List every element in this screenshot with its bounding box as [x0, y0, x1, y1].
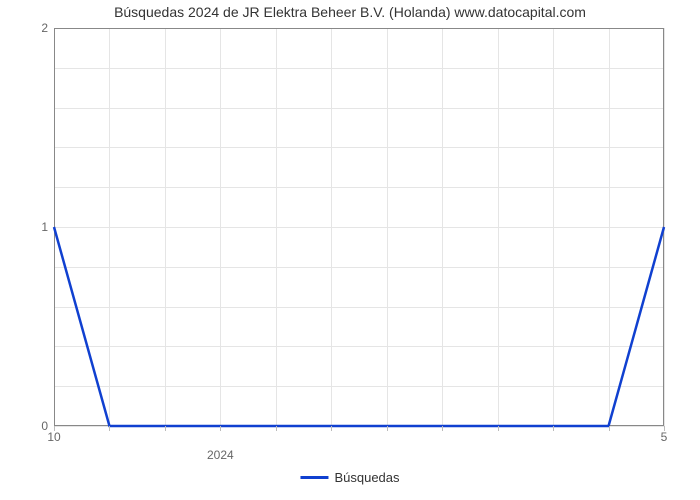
plot-area: 0121052024	[54, 28, 664, 426]
x-tick-mark	[276, 426, 277, 431]
x-tick-mark	[387, 426, 388, 431]
x-tick-mark	[165, 426, 166, 431]
chart-title: Búsquedas 2024 de JR Elektra Beheer B.V.…	[0, 4, 700, 20]
legend: Búsquedas	[300, 470, 399, 485]
y-tick-label: 1	[41, 220, 48, 234]
x-tick-mark	[331, 426, 332, 431]
x-tick-label-right: 5	[661, 430, 668, 444]
x-tick-label-left: 10	[47, 430, 60, 444]
x-tick-mark	[498, 426, 499, 431]
x-axis-secondary-label: 2024	[207, 448, 234, 462]
x-tick-mark	[109, 426, 110, 431]
chart-container: Búsquedas 2024 de JR Elektra Beheer B.V.…	[0, 0, 700, 500]
legend-swatch	[300, 476, 328, 479]
legend-label: Búsquedas	[334, 470, 399, 485]
y-tick-label: 2	[41, 21, 48, 35]
x-tick-mark	[553, 426, 554, 431]
grid-line-vertical	[664, 28, 665, 426]
x-tick-mark	[609, 426, 610, 431]
x-tick-mark	[220, 426, 221, 431]
line-layer	[54, 28, 664, 426]
x-tick-mark	[442, 426, 443, 431]
series-line	[54, 227, 664, 426]
